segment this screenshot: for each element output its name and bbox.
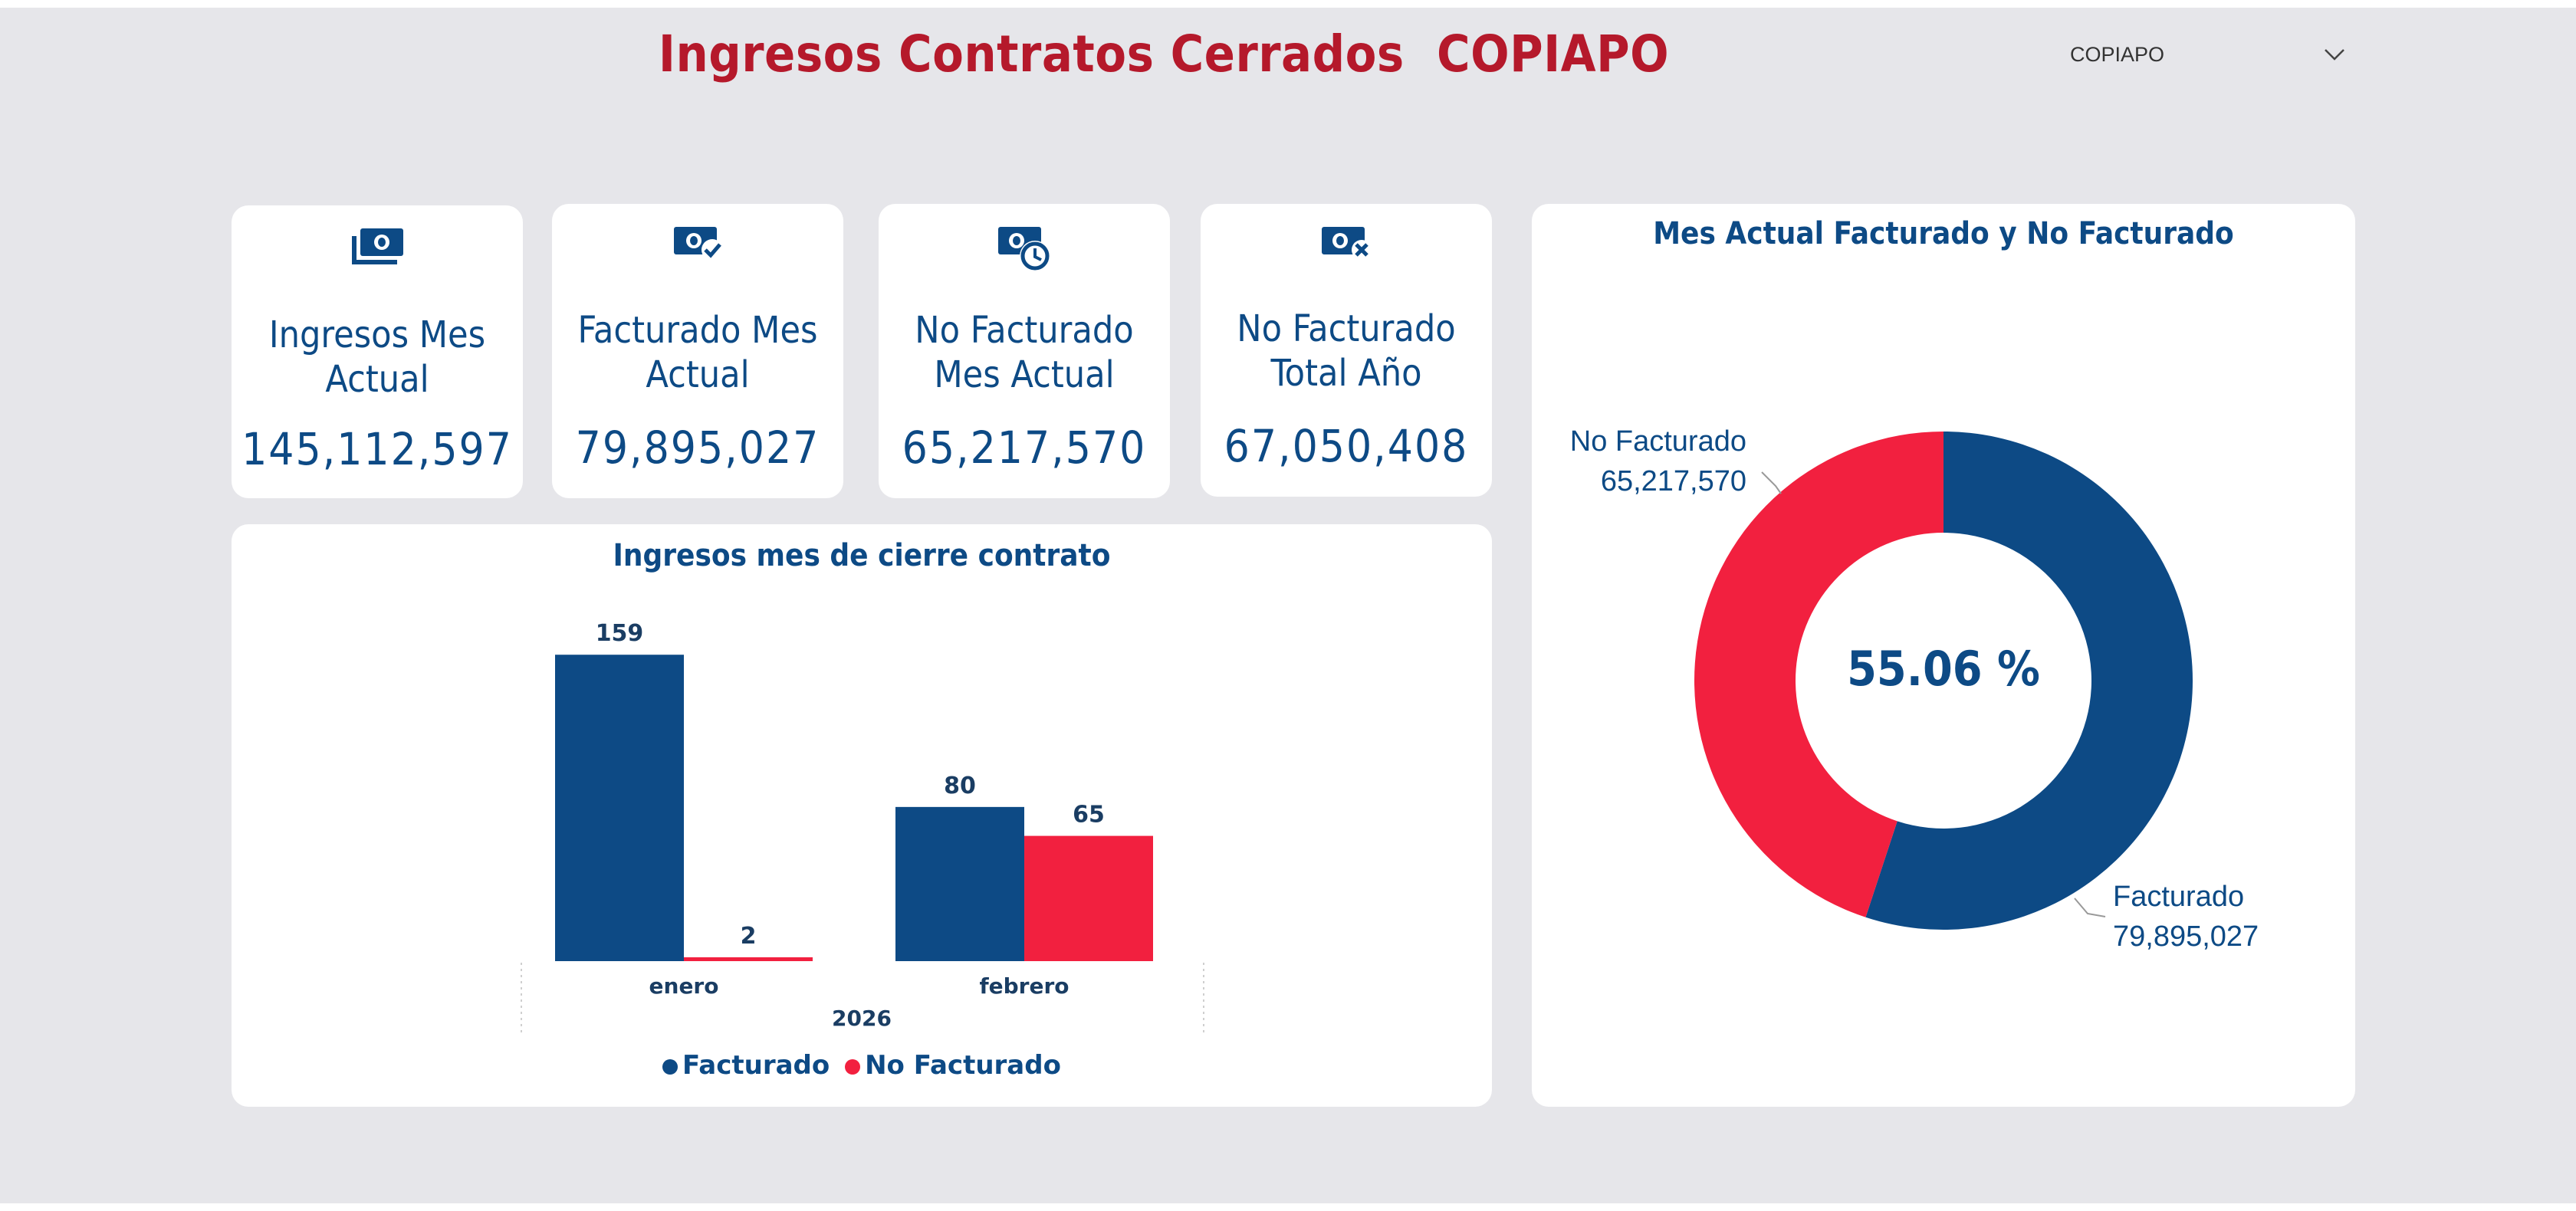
bar-chart-title: Ingresos mes de cierre contrato [613,538,1111,573]
money-x-icon [1322,227,1372,260]
data-label: 2 [741,923,757,950]
kpi-card-ingresos: Ingresos Mes Actual 145,112,597 [232,205,523,498]
data-label: 159 [596,620,644,647]
kpi-label-line1: Facturado Mes [577,309,818,352]
slice-value: 65,217,570 [1600,465,1746,497]
data-label: 80 [944,773,976,799]
kpi-card-no-facturado-mes: No Facturado Mes Actual 65,217,570 [879,204,1170,498]
bar-chart-card: Ingresos mes de cierre contrato 159 2 ener… [232,524,1492,1107]
slice-name: Facturado [2113,881,2245,913]
page-title: Ingresos Contratos Cerrados COPIAPO [658,25,1670,84]
chevron-down-icon [2325,49,2344,61]
kpi-card-no-facturado-anio: No Facturado Total Año 67,050,408 [1201,204,1492,497]
legend-label: Facturado [682,1050,830,1081]
leader-line-facturado [2074,898,2106,917]
legend-item-facturado[interactable]: Facturado [662,1050,830,1081]
x-tick-label: febrero [979,973,1069,999]
report-canvas: Ingresos Contratos Cerrados COPIAPO COPI… [0,8,2576,1203]
kpi-value: 79,895,027 [575,422,820,474]
money-check-icon [674,227,723,261]
slice-name: No Facturado [1569,425,1746,458]
bar-chart: 159 2 enero 80 65 febrero 2026 [521,620,1204,1036]
kpi-value: 145,112,597 [242,423,513,475]
legend-dot-no-facturado [845,1058,861,1075]
kpi-value: 65,217,570 [902,422,1147,474]
bar-no-facturado-febrero [1024,835,1153,961]
bar-facturado-enero [555,655,684,961]
legend-label: No Facturado [865,1050,1061,1081]
x-group-label: 2026 [832,1006,892,1031]
bar-facturado-febrero [895,806,1024,961]
legend-dot-facturado [662,1058,678,1075]
donut-chart [1694,432,2193,930]
kpi-label-line2: Actual [325,358,429,401]
bar-no-facturado-enero [684,957,813,961]
city-slicer[interactable]: COPIAPO [2070,35,2346,74]
kpi-label-line1: Ingresos Mes [268,313,486,356]
data-label: 65 [1073,802,1105,829]
kpi-label-line2: Total Año [1270,352,1422,395]
slice-value: 79,895,027 [2113,921,2259,953]
kpi-label-line1: No Facturado [915,309,1134,352]
leader-line-no-facturado [1761,471,1782,494]
bar-chart-legend: Facturado No Facturado [232,1050,1492,1081]
slicer-value: COPIAPO [2070,42,2165,66]
kpi-value: 67,050,408 [1224,420,1469,472]
donut-chart-card: Mes Actual Facturado y No Facturado 55.0… [1532,204,2355,1107]
donut-chart-title: Mes Actual Facturado y No Facturado [1653,216,2234,251]
kpi-label-line1: No Facturado [1237,307,1456,350]
kpi-card-facturado: Facturado Mes Actual 79,895,027 [552,204,843,498]
donut-center-label: 55.06 % [1847,641,2040,697]
kpi-label-line2: Mes Actual [934,353,1115,396]
money-stack-icon [352,228,403,264]
donut-slice-no-facturado [1694,432,1944,917]
donut-label-no-facturado: No Facturado 65,217,570 [1555,422,1746,501]
x-tick-label: enero [649,973,719,999]
kpi-label-line2: Actual [646,353,750,396]
legend-item-no-facturado[interactable]: No Facturado [845,1050,1061,1081]
donut-slice-facturado [1865,432,2193,930]
donut-label-facturado: Facturado 79,895,027 [2113,877,2259,957]
money-clock-icon [998,227,1050,271]
